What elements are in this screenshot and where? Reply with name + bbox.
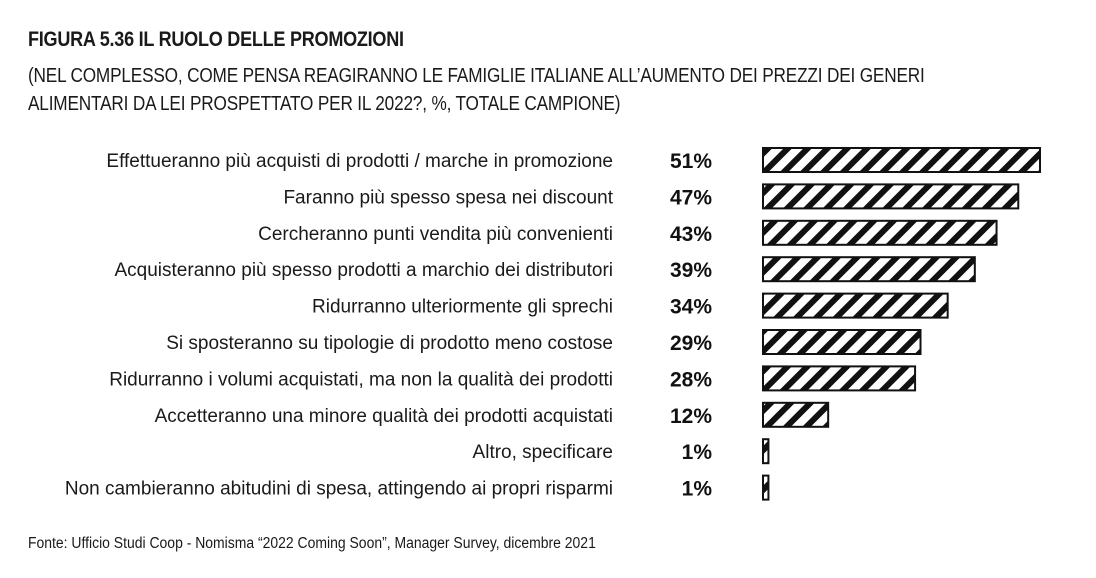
value-label: 39% bbox=[670, 259, 712, 282]
category-label: Altro, specificare bbox=[473, 442, 613, 463]
bar bbox=[762, 147, 1041, 173]
bar-row: Acquisteranno più spesso prodotti a marc… bbox=[115, 256, 976, 283]
bar bbox=[762, 183, 1020, 210]
category-label: Si sposteranno su tipologie di prodotto … bbox=[166, 333, 613, 354]
bar-row: Si sposteranno su tipologie di prodotto … bbox=[166, 329, 922, 355]
category-label: Acquisteranno più spesso prodotti a marc… bbox=[115, 260, 614, 281]
value-label: 12% bbox=[670, 405, 712, 428]
value-label: 47% bbox=[670, 186, 712, 209]
bar-row: Non cambieranno abitudini di spesa, atti… bbox=[65, 474, 770, 501]
bar bbox=[762, 256, 976, 283]
bar bbox=[762, 438, 770, 465]
value-label: 43% bbox=[670, 223, 712, 246]
bar-row: Cercheranno punti vendita più convenient… bbox=[258, 219, 998, 246]
bar bbox=[762, 219, 998, 246]
bar-row: Altro, specificare 1% bbox=[473, 438, 770, 465]
value-label: 34% bbox=[670, 296, 712, 319]
value-label: 51% bbox=[670, 150, 712, 173]
bar-row: Ridurranno ulteriormente gli sprechi 34% bbox=[312, 292, 949, 319]
bar bbox=[762, 292, 949, 319]
chart-subtitle: (NEL COMPLESSO, COME PENSA REAGIRANNO LE… bbox=[28, 65, 925, 115]
category-label: Accetteranno una minore qualità dei prod… bbox=[155, 406, 613, 427]
bar bbox=[762, 365, 917, 392]
value-label: 1% bbox=[682, 478, 713, 501]
value-label: 28% bbox=[670, 368, 712, 391]
category-label: Cercheranno punti vendita più convenient… bbox=[258, 224, 613, 245]
chart-title: FIGURA 5.36 IL RUOLO DELLE PROMOZIONI bbox=[28, 28, 404, 51]
bar bbox=[762, 474, 770, 501]
category-label: Faranno più spesso spesa nei discount bbox=[283, 187, 613, 208]
category-label: Ridurranno ulteriormente gli sprechi bbox=[312, 297, 613, 318]
source-note: Fonte: Ufficio Studi Coop - Nomisma “202… bbox=[28, 535, 596, 552]
bar bbox=[762, 401, 830, 428]
bar-row: Accetteranno una minore qualità dei prod… bbox=[155, 401, 830, 428]
bar-row: Ridurranno i volumi acquistati, ma non l… bbox=[109, 365, 917, 392]
category-label: Ridurranno i volumi acquistati, ma non l… bbox=[109, 369, 613, 390]
bar bbox=[762, 329, 922, 355]
bar-row: Faranno più spesso spesa nei discount 47% bbox=[283, 183, 1020, 210]
category-label: Effettueranno più acquisti di prodotti /… bbox=[106, 151, 613, 172]
value-label: 1% bbox=[682, 441, 713, 464]
category-label: Non cambieranno abitudini di spesa, atti… bbox=[65, 479, 613, 500]
bar-row: Effettueranno più acquisti di prodotti /… bbox=[106, 147, 1041, 173]
bar-chart: Effettueranno più acquisti di prodotti /… bbox=[65, 147, 1041, 501]
value-label: 29% bbox=[670, 332, 712, 355]
